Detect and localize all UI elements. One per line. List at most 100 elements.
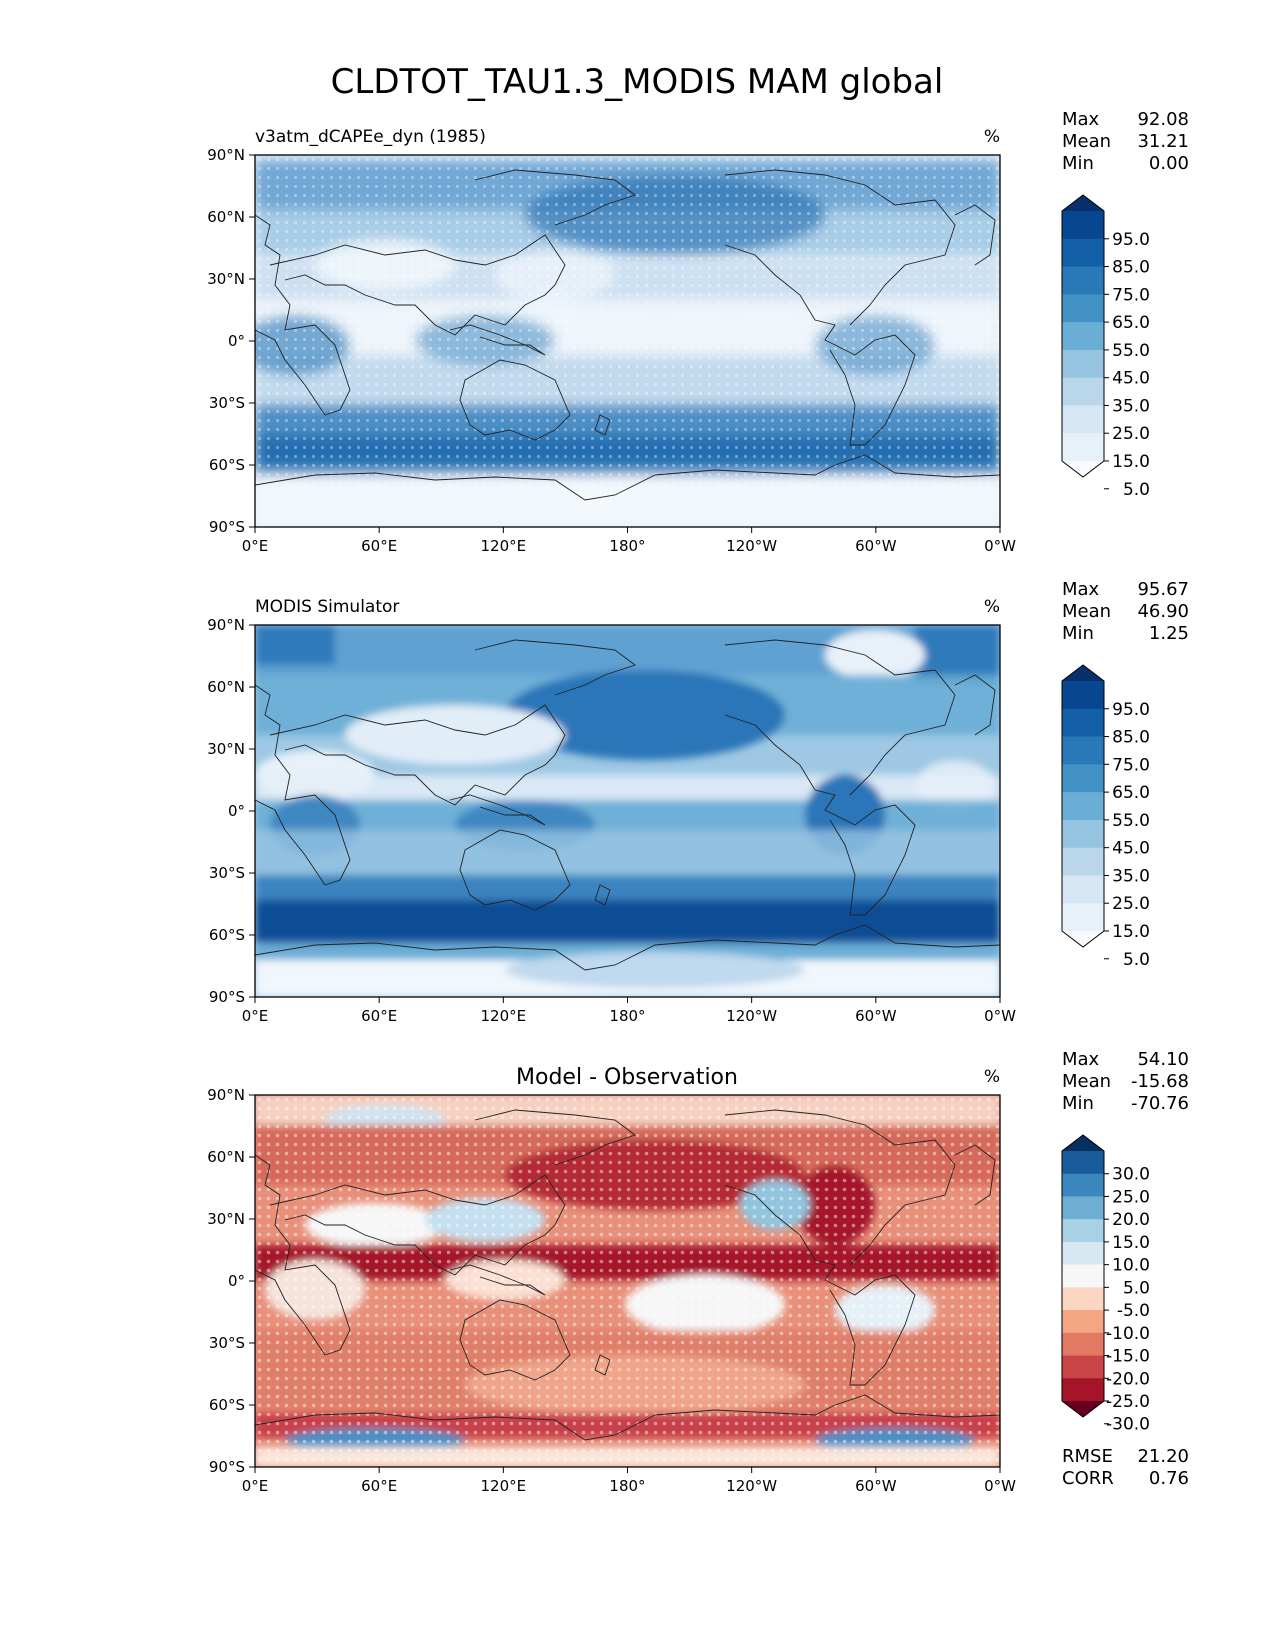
y-tick-label: 30°N [207,740,245,758]
y-tick-label: 90°S [209,518,245,536]
colorbar-tick-label: -15.0 [1106,1347,1150,1367]
coastlines [255,169,1000,501]
x-tick-label: 0°E [242,1477,269,1495]
stat-mean-value: 46.90 [1137,601,1189,622]
colorbar-segment [1062,792,1104,821]
y-tick-label: 60°N [207,1148,245,1166]
x-tick-label: 0°W [984,537,1016,555]
colorbar-tick-label: 35.0 [1112,396,1150,416]
stat-max-value: 92.08 [1137,109,1189,130]
y-tick-label: 90°N [207,616,245,634]
colorbar-tick-label: 85.0 [1112,728,1150,748]
stat-max-label: Max [1062,109,1100,130]
colorbar-segment [1062,405,1104,434]
stat-rmse-value: 21.20 [1137,1446,1189,1467]
x-tick-label: 60°W [855,1007,897,1025]
panel-title: MODIS Simulator [255,597,399,617]
y-tick-label: 90°S [209,1458,245,1476]
colorbar-segment [1062,1378,1104,1402]
x-tick-label: 120°W [726,1477,777,1495]
colorbar-segment [1062,1310,1104,1334]
map-plot-area [255,1095,1000,1467]
colorbar-tick-label: -20.0 [1106,1369,1150,1389]
y-tick-label: 60°S [209,926,245,944]
x-tick-label: 60°E [361,537,397,555]
y-tick-label: 0° [228,332,245,350]
coastlines [255,1109,1000,1441]
colorbar-tick-label: 5.0 [1123,480,1150,500]
colorbar-segment [1062,266,1104,295]
y-tick-label: 90°N [207,1086,245,1104]
map-plot-area [255,155,1000,527]
colorbar-tick-label: 65.0 [1112,783,1150,803]
y-tick-label: 90°S [209,988,245,1006]
x-tick-label: 180° [609,537,645,555]
stat-mean-label: Mean [1062,601,1111,622]
stat-mean-value: 31.21 [1137,131,1189,152]
x-tick-label: 0°W [984,1477,1016,1495]
colorbar-extend-max [1062,195,1104,211]
x-tick-label: 120°W [726,537,777,555]
colorbar-segment [1062,1287,1104,1311]
stat-min-value: -70.76 [1131,1093,1189,1114]
colorbar-segment [1062,1355,1104,1379]
colorbar: 95.0 85.0 75.0 65.0 55.0 45.0 35.0 25.0 15.0 5.0 [1061,664,1150,970]
map-plot-area [255,625,1000,997]
colorbar-segment [1062,764,1104,793]
x-tick-label: 180° [609,1477,645,1495]
colorbar-tick-label: 15.0 [1112,1233,1150,1253]
colorbar-tick-label: 95.0 [1112,230,1150,250]
colorbar-extend-min [1062,931,1104,947]
colorbar-segment [1062,875,1104,904]
units-label: % [984,127,1000,147]
y-tick-label: 30°S [209,1334,245,1352]
colorbar-tick-label: -25.0 [1106,1392,1150,1412]
x-tick-label: 120°E [481,537,527,555]
stat-max-label: Max [1062,579,1100,600]
colorbar-tick-label: 5.0 [1123,1278,1150,1298]
panel-title: v3atm_dCAPEe_dyn (1985) [255,127,486,147]
panel-model: v3atm_dCAPEe_dyn (1985) % [207,109,1189,555]
stat-corr-value: 0.76 [1149,1468,1189,1489]
y-tick-label: 30°N [207,270,245,288]
units-label: % [984,597,1000,617]
colorbar-segment [1062,1332,1104,1357]
x-tick-label: 0°E [242,1007,269,1025]
cloud-field-shading [255,625,1000,997]
stat-rmse-label: RMSE [1062,1446,1113,1467]
model-grid-dots [255,1095,1000,1467]
model-grid-dots [255,155,1000,527]
colorbar-tick-label: 65.0 [1112,313,1150,333]
colorbar-segment [1062,708,1104,738]
colorbar-tick-label: 35.0 [1112,866,1150,886]
stat-min-label: Min [1062,153,1094,174]
stats-block: Max 92.08 Mean 31.21 Min 0.00 [1062,109,1189,174]
colorbar-tick-label: -10.0 [1106,1324,1150,1344]
x-axis: 0°E 60°E 120°E 180° 120°W 60°W 0°W [242,527,1016,555]
stat-mean-value: -15.68 [1131,1071,1189,1092]
panel-observation: MODIS Simulator % [207,579,1189,1025]
stat-mean-label: Mean [1062,131,1111,152]
colorbar-segment [1062,847,1104,876]
colorbar-segment [1062,349,1104,379]
x-axis: 0°E 60°E 120°E 180° 120°W 60°W 0°W [242,997,1016,1025]
colorbar-segment [1062,433,1104,462]
y-tick-label: 0° [228,802,245,820]
units-label: % [984,1067,1000,1087]
stat-min-value: 0.00 [1149,153,1189,174]
x-tick-label: 60°E [361,1477,397,1495]
y-tick-label: 60°N [207,208,245,226]
colorbar-segment [1062,903,1104,932]
stat-max-label: Max [1062,1049,1100,1070]
x-tick-label: 60°E [361,1007,397,1025]
colorbar-segment [1062,377,1104,406]
colorbar-tick-label: 85.0 [1112,258,1150,278]
colorbar-tick-label: 45.0 [1112,369,1150,389]
colorbar-tick-label: 15.0 [1112,452,1150,472]
y-axis: 90°N 60°N 30°N 0° 30°S 60°S 90°S [207,616,255,1006]
y-axis: 90°N 60°N 30°N 0° 30°S 60°S 90°S [207,1086,255,1476]
x-tick-label: 0°W [984,1007,1016,1025]
x-tick-label: 120°W [726,1007,777,1025]
colorbar-tick-label: 5.0 [1123,950,1150,970]
